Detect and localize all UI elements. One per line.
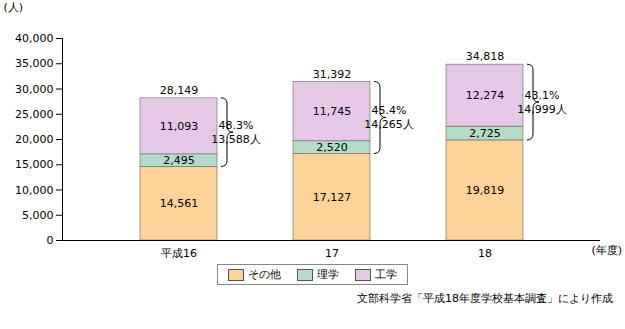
svg-text:14,999人: 14,999人 bbox=[517, 103, 567, 116]
svg-text:14,561: 14,561 bbox=[160, 197, 199, 210]
svg-text:43.1%: 43.1% bbox=[525, 89, 560, 102]
svg-text:2,725: 2,725 bbox=[469, 127, 501, 140]
svg-text:15,000: 15,000 bbox=[15, 158, 54, 171]
svg-text:14,265人: 14,265人 bbox=[364, 118, 414, 131]
svg-text:5,000: 5,000 bbox=[22, 209, 54, 222]
svg-text:0: 0 bbox=[47, 234, 54, 247]
svg-text:11,093: 11,093 bbox=[160, 120, 199, 133]
svg-text:平成16: 平成16 bbox=[161, 247, 197, 260]
svg-text:25,000: 25,000 bbox=[15, 108, 54, 121]
svg-text:(人): (人) bbox=[4, 1, 24, 14]
svg-text:11,745: 11,745 bbox=[313, 105, 352, 118]
svg-text:28,149: 28,149 bbox=[160, 84, 199, 97]
svg-text:20,000: 20,000 bbox=[15, 133, 54, 146]
svg-text:18: 18 bbox=[478, 247, 492, 260]
svg-text:17: 17 bbox=[325, 247, 339, 260]
svg-text:13,588人: 13,588人 bbox=[211, 133, 261, 146]
html-text:工学: 工学 bbox=[375, 268, 397, 281]
svg-text:2,495: 2,495 bbox=[163, 154, 195, 167]
svg-text:12,274: 12,274 bbox=[466, 89, 505, 102]
html-text:理学: 理学 bbox=[317, 268, 339, 281]
svg-text:45.4%: 45.4% bbox=[372, 104, 407, 117]
svg-text:(年度): (年度) bbox=[591, 244, 622, 257]
svg-text:2,520: 2,520 bbox=[316, 141, 348, 154]
svg-text:30,000: 30,000 bbox=[15, 83, 54, 96]
svg-text:48.3%: 48.3% bbox=[219, 119, 254, 132]
html-text:文部科学省「平成18年度学校基本調査」により作成: 文部科学省「平成18年度学校基本調査」により作成 bbox=[357, 292, 613, 305]
svg-text:10,000: 10,000 bbox=[15, 184, 54, 197]
html-text:その他: その他 bbox=[248, 268, 281, 281]
svg-text:35,000: 35,000 bbox=[15, 57, 54, 70]
svg-text:31,392: 31,392 bbox=[313, 67, 352, 80]
svg-text:19,819: 19,819 bbox=[466, 184, 505, 197]
svg-text:17,127: 17,127 bbox=[313, 191, 352, 204]
svg-text:34,818: 34,818 bbox=[466, 50, 505, 63]
svg-text:40,000: 40,000 bbox=[15, 32, 54, 45]
